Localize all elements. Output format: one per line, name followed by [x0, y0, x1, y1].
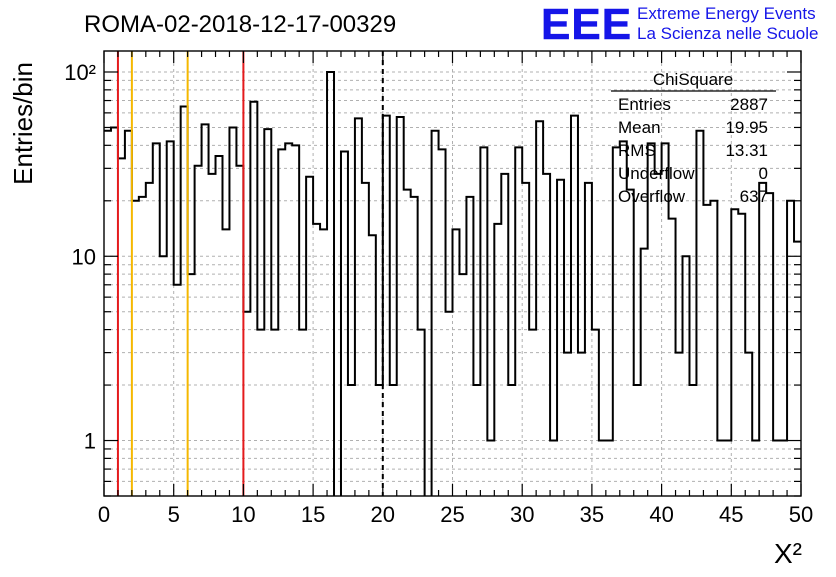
- eee-logo: EEE Extreme Energy Events La Scienza nel…: [541, 0, 819, 49]
- stats-label-underflow: Underflow: [618, 164, 695, 183]
- x-tick-label: 20: [371, 502, 395, 527]
- stats-label-mean: Mean: [618, 118, 661, 137]
- stats-value-entries: 2887: [730, 95, 768, 114]
- stats-value-rms: 13.31: [725, 141, 768, 160]
- stats-value-mean: 19.95: [725, 118, 768, 137]
- y-tick-label: 1: [84, 429, 96, 454]
- stats-label-rms: RMS: [618, 141, 656, 160]
- x-tick-label: 40: [649, 502, 673, 527]
- x-tick-label: 10: [231, 502, 255, 527]
- stats-box: ChiSquare Entries 2887 Mean 19.95 RMS 13…: [611, 70, 776, 206]
- eee-logo-line2: La Scienza nelle Scuole: [637, 24, 818, 43]
- y-tick-label: 10²: [64, 60, 96, 85]
- stats-label-entries: Entries: [618, 95, 671, 114]
- x-axis-label: X²: [774, 538, 802, 569]
- x-tick-label: 30: [510, 502, 534, 527]
- stats-value-overflow: 637: [740, 187, 768, 206]
- histogram-series: [104, 70, 801, 496]
- axes: 0 5 10 15 20 25 30 35 40 45 50 1 10 10²: [64, 50, 813, 527]
- x-tick-label: 0: [98, 502, 110, 527]
- eee-logo-mark: EEE: [541, 0, 632, 49]
- stats-box-title: ChiSquare: [653, 70, 733, 89]
- chart-title: ROMA-02-2018-12-17-00329: [84, 11, 396, 38]
- x-tick-label: 45: [719, 502, 743, 527]
- stats-value-underflow: 0: [759, 164, 768, 183]
- threshold-lines: [116, 51, 384, 496]
- x-tick-label: 35: [580, 502, 604, 527]
- x-tick-label: 25: [440, 502, 464, 527]
- stats-label-overflow: Overflow: [618, 187, 686, 206]
- y-axis-label: Entries/bin: [8, 62, 38, 185]
- x-tick-label: 50: [789, 502, 813, 527]
- histogram-outline: [104, 70, 801, 496]
- eee-logo-line1: Extreme Energy Events: [637, 4, 816, 23]
- y-tick-label: 10: [72, 244, 96, 269]
- x-tick-label: 5: [168, 502, 180, 527]
- x-tick-label: 15: [301, 502, 325, 527]
